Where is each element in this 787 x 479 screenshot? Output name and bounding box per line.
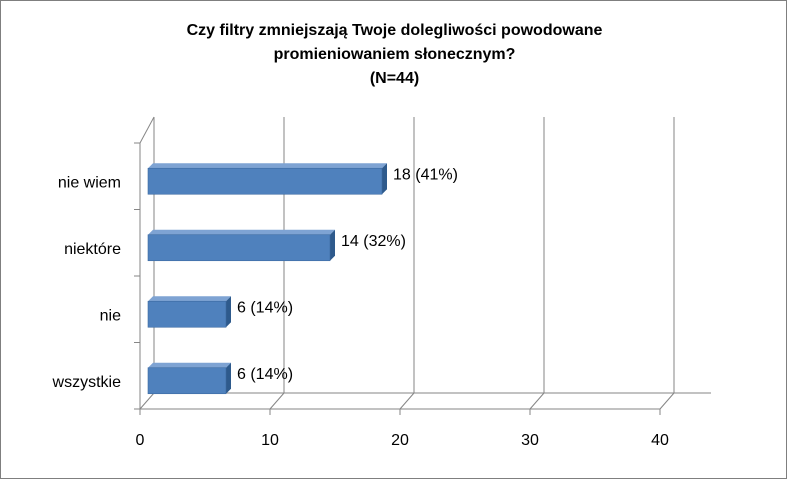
floor-gridline [269,392,285,410]
bar-top [148,163,387,169]
y-tick-label: nie [100,307,121,324]
title-line-2: promieniowaniem słonecznym? [273,46,516,63]
bar [147,234,331,262]
data-label: 14 (32%) [341,233,406,250]
y-tick-label: niektóre [64,241,121,258]
x-tick-label: 20 [391,432,409,449]
x-tick-label: 10 [261,432,279,449]
bars [147,163,387,395]
floor-gridline [659,392,675,410]
x-tick-label: 30 [521,432,539,449]
floor-gridline [529,392,545,410]
bar-side [226,296,231,328]
axes [134,116,711,415]
title-line-1: Czy filtry zmniejszają Twoje dolegliwośc… [186,22,603,39]
y-axis-top-diagonal [139,116,155,144]
labels: 0 10 20 30 40 nie wiem 18 (41%) niektóre 14 (32%… [52,166,669,449]
bar-side [382,163,387,195]
bar [147,167,383,195]
bar-side [226,362,231,394]
bar-top [148,296,231,302]
title-line-3: (N=44) [369,70,420,87]
x-tick-label: 40 [651,432,669,449]
y-tick-label: wszystkie [52,374,122,391]
floor-gridline [399,392,415,410]
bar-top [148,362,231,368]
x-tick-label: 0 [136,432,145,449]
chart-title: Czy filtry zmniejszają Twoje dolegliwośc… [1,19,787,91]
bar-side [330,229,335,261]
bar [147,300,227,328]
floor-gridline [139,392,155,410]
bar-top [148,229,335,235]
data-label: 6 (14%) [237,299,293,316]
data-label: 6 (14%) [237,366,293,383]
data-label: 18 (41%) [393,166,458,183]
y-tick-label: nie wiem [58,174,121,191]
bar [147,367,227,395]
